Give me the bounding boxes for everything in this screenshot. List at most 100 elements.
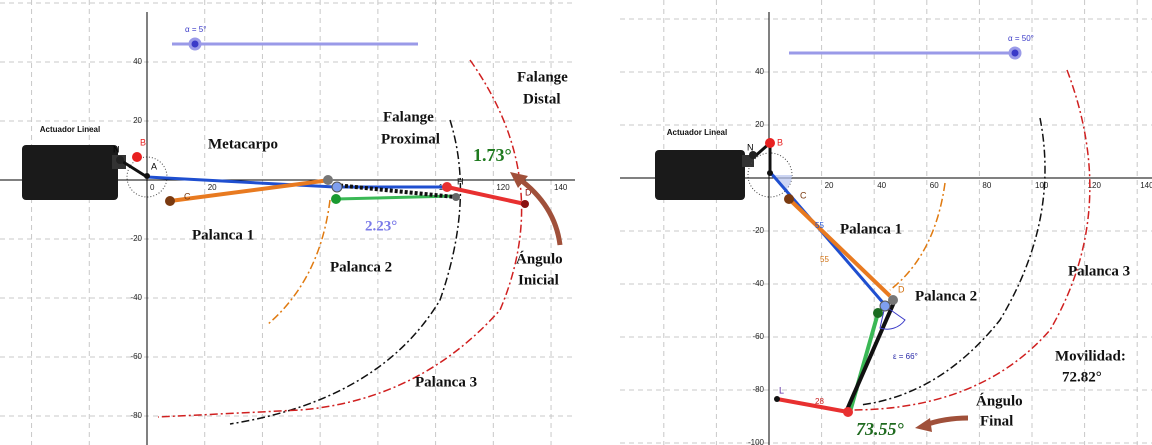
point[interactable] <box>765 138 775 148</box>
point-label: C <box>800 190 807 200</box>
x-tick-label: 120 <box>496 183 510 192</box>
point[interactable] <box>843 407 853 417</box>
arc-orange <box>266 199 331 326</box>
point-label: N <box>113 144 120 154</box>
arrow-head <box>510 172 528 188</box>
arc-orange <box>889 182 946 291</box>
point-label: B <box>140 137 146 147</box>
annotation: Palanca 2 <box>330 259 392 275</box>
annotation: Palanca 1 <box>840 221 902 237</box>
point[interactable] <box>442 182 452 192</box>
right-grid: 40 20 -20 -40 -60 -80 -100 20 40 60 80 100 120 140 <box>620 0 1152 445</box>
annotation: Movilidad: <box>1055 348 1126 364</box>
annotation: Final <box>980 413 1013 429</box>
actuator-label: Actuador Lineal <box>667 128 727 137</box>
angle-label: 2.23° <box>365 218 397 234</box>
point-label: B <box>777 137 783 147</box>
y-tick-label: -100 <box>748 438 765 445</box>
actuator-label: Actuador Lineal <box>40 125 100 134</box>
y-tick-label: -40 <box>752 279 764 288</box>
annotation: Ángulo <box>516 250 563 267</box>
point[interactable] <box>784 194 794 204</box>
arc-black <box>229 119 462 425</box>
slider-label: α = 5° <box>185 25 206 34</box>
x-tick-label: 20 <box>825 181 834 190</box>
rod-link <box>119 158 148 179</box>
orange-link <box>787 197 892 298</box>
x-tick-label: 0 <box>150 183 155 192</box>
y-tick-label: -80 <box>752 385 764 394</box>
angle-label: 73.55° <box>856 419 905 439</box>
annotation: Palanca 3 <box>415 374 477 390</box>
length-label: 55 <box>820 255 829 264</box>
point-label: N <box>747 142 754 152</box>
point[interactable] <box>767 170 773 176</box>
annotation: Palanca 3 <box>1068 263 1130 279</box>
point-label: A <box>151 161 157 171</box>
arrow <box>516 175 563 246</box>
annotation: Falange <box>517 69 568 85</box>
point[interactable] <box>323 175 333 185</box>
annotation: Palanca 1 <box>192 227 254 243</box>
arrow-head <box>915 418 932 432</box>
point[interactable] <box>873 308 883 318</box>
point[interactable] <box>774 396 780 402</box>
angle-arc <box>879 305 906 330</box>
point-label: D <box>898 284 905 294</box>
point-label: L <box>779 385 784 395</box>
point[interactable] <box>165 196 175 206</box>
point[interactable] <box>116 156 124 164</box>
x-tick-label: 100 <box>1035 181 1049 190</box>
point[interactable] <box>888 295 898 305</box>
annotation: Ángulo <box>976 392 1023 409</box>
black-link <box>844 299 897 413</box>
dotted-link <box>334 183 456 199</box>
point[interactable] <box>452 193 460 201</box>
x-tick-label: 140 <box>554 183 568 192</box>
y-tick-label: -20 <box>130 234 142 243</box>
x-tick-label: 140 <box>1140 181 1152 190</box>
annotation: Distal <box>523 91 561 107</box>
y-tick-label: -20 <box>752 226 764 235</box>
x-tick-label: 120 <box>1088 181 1102 190</box>
annotation: 72.82° <box>1062 369 1102 385</box>
point[interactable] <box>521 200 529 208</box>
x-tick-label: 60 <box>930 181 939 190</box>
point[interactable] <box>144 173 150 179</box>
x-tick-label: 20 <box>208 183 217 192</box>
y-tick-label: -40 <box>130 293 142 302</box>
slider-knob[interactable] <box>1008 46 1022 60</box>
arc-black <box>859 117 1046 406</box>
distal-link <box>446 185 526 206</box>
arc-red <box>157 59 523 418</box>
point-label: C <box>184 191 191 201</box>
point-label: H <box>457 176 464 186</box>
point[interactable] <box>132 152 142 162</box>
annotation: Falange <box>383 109 434 125</box>
arrow <box>924 415 969 428</box>
arc-red <box>849 69 1091 411</box>
x-tick-label: 80 <box>982 181 991 190</box>
point[interactable] <box>879 300 891 312</box>
y-tick-label: 20 <box>133 116 142 125</box>
annotation: Palanca 2 <box>915 288 977 304</box>
y-tick-label: 40 <box>133 57 142 66</box>
slider-label: α = 50° <box>1008 34 1034 43</box>
angle-label: ε = 66° <box>893 352 918 361</box>
slider-knob[interactable] <box>188 37 202 51</box>
point[interactable] <box>331 181 343 193</box>
annotation: Metacarpo <box>208 136 278 152</box>
point[interactable] <box>749 151 757 159</box>
annotation: Inicial <box>518 272 559 288</box>
distal-link <box>776 397 849 414</box>
y-tick-label: -80 <box>130 411 142 420</box>
actuator <box>655 150 745 200</box>
y-tick-label: 40 <box>755 67 764 76</box>
y-tick-label: -60 <box>130 352 142 361</box>
angle-label: 1.73° <box>473 145 512 165</box>
y-tick-label: 20 <box>755 120 764 129</box>
length-label: 28 <box>815 397 824 406</box>
point[interactable] <box>331 194 341 204</box>
actuator <box>22 145 118 200</box>
